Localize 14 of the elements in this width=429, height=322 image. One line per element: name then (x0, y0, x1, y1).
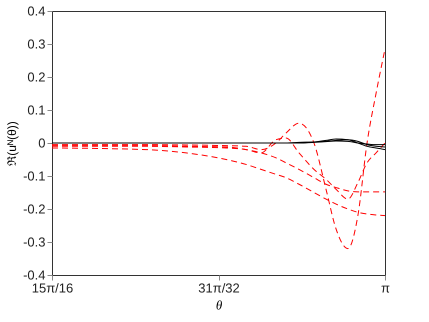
y-tick-label: 0.4 (27, 4, 46, 18)
x-tick-label: 15π/16 (32, 280, 74, 296)
y-tick-label: -0.3 (23, 234, 46, 250)
y-tick-label: 0 (38, 136, 46, 150)
y-tick-label: -0.1 (23, 168, 46, 184)
y-tick-label: 0.2 (27, 70, 46, 84)
y-tick-label: -0.4 (23, 268, 46, 282)
y-tick-label: 0.1 (27, 102, 46, 118)
x-axis-title: θ (216, 298, 223, 312)
y-axis-title: ℜ(uᴺ(θ)) (5, 121, 20, 166)
y-tick-label: -0.2 (23, 202, 46, 216)
x-tick-label: π (381, 280, 390, 296)
x-tick-label: 31π/32 (198, 280, 240, 296)
y-tick-label: 0.3 (27, 36, 46, 52)
